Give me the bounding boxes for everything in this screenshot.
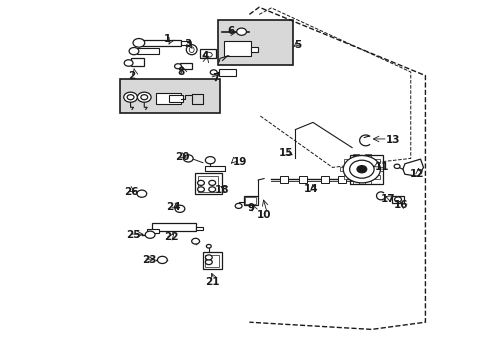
Bar [352, 154, 358, 158]
Bar [343, 175, 349, 179]
Bar [130, 58, 144, 66]
Circle shape [175, 205, 184, 212]
Circle shape [349, 160, 373, 178]
Circle shape [129, 48, 139, 55]
Text: 26: 26 [123, 186, 138, 197]
Bar [156, 93, 181, 104]
Circle shape [183, 155, 193, 162]
Text: 16: 16 [393, 200, 407, 210]
Bar [151, 223, 195, 231]
Text: 14: 14 [303, 184, 318, 194]
Bar [250, 47, 258, 52]
Circle shape [236, 28, 246, 35]
Text: 1: 1 [163, 34, 170, 44]
Text: 12: 12 [408, 169, 423, 179]
Bar [377, 167, 383, 171]
Bar [195, 227, 203, 230]
Circle shape [133, 39, 144, 47]
Bar [142, 40, 181, 46]
Circle shape [197, 180, 204, 185]
Text: 11: 11 [374, 162, 388, 172]
Circle shape [205, 255, 212, 260]
Circle shape [127, 95, 134, 100]
Text: 2: 2 [128, 71, 135, 81]
Bar [373, 159, 379, 163]
Bar [205, 166, 224, 171]
Text: 10: 10 [257, 210, 271, 220]
Bar [224, 41, 250, 56]
Text: 8: 8 [178, 67, 184, 77]
Circle shape [174, 64, 181, 69]
Text: 24: 24 [166, 202, 181, 212]
Circle shape [205, 260, 212, 265]
Circle shape [205, 157, 215, 164]
Circle shape [137, 92, 151, 102]
Text: 5: 5 [294, 40, 301, 50]
Text: 13: 13 [385, 135, 400, 145]
Circle shape [124, 60, 133, 66]
Bar [137, 48, 159, 54]
Bar [181, 41, 189, 45]
Circle shape [141, 95, 147, 100]
Polygon shape [402, 159, 423, 176]
Circle shape [394, 197, 401, 202]
Circle shape [208, 187, 215, 192]
Text: 18: 18 [215, 185, 229, 195]
Bar [343, 159, 349, 163]
Bar [194, 173, 221, 194]
Bar [364, 154, 370, 158]
Circle shape [235, 203, 242, 208]
Bar [299, 176, 306, 183]
Circle shape [123, 92, 137, 102]
Circle shape [157, 256, 167, 264]
Text: 25: 25 [126, 230, 141, 240]
Bar [245, 197, 256, 204]
Bar [200, 49, 216, 58]
Bar [198, 176, 217, 192]
Bar [243, 196, 258, 205]
Ellipse shape [204, 52, 212, 57]
Text: 3: 3 [184, 39, 191, 49]
Text: 19: 19 [233, 157, 247, 167]
Circle shape [206, 244, 211, 248]
Circle shape [191, 238, 199, 244]
Text: 15: 15 [278, 148, 292, 158]
Bar [321, 176, 328, 183]
Text: 9: 9 [247, 203, 254, 213]
Bar [349, 155, 382, 184]
Bar [219, 69, 236, 76]
Circle shape [145, 231, 155, 238]
Text: 20: 20 [174, 152, 189, 162]
Text: 23: 23 [142, 255, 156, 265]
Bar [217, 20, 293, 65]
Bar [120, 79, 220, 113]
Bar [338, 176, 346, 183]
Bar [168, 95, 183, 102]
Bar [203, 252, 221, 269]
Circle shape [356, 166, 366, 173]
Bar [205, 255, 219, 267]
Ellipse shape [186, 45, 197, 55]
Text: 17: 17 [380, 194, 394, 204]
Bar [364, 180, 370, 184]
Circle shape [343, 156, 380, 183]
Bar [352, 180, 358, 184]
Circle shape [210, 70, 217, 75]
Circle shape [208, 180, 215, 185]
Bar [391, 196, 404, 203]
Text: 22: 22 [163, 232, 178, 242]
Circle shape [197, 187, 204, 192]
Bar [373, 175, 379, 179]
Circle shape [393, 164, 399, 168]
Bar [180, 63, 192, 69]
Bar [340, 167, 346, 171]
Text: 21: 21 [205, 276, 220, 287]
Text: 7: 7 [212, 73, 220, 83]
Bar [279, 176, 287, 183]
Circle shape [137, 190, 146, 197]
Text: 6: 6 [227, 26, 234, 36]
Text: 4: 4 [201, 51, 209, 61]
Bar [146, 229, 159, 233]
Ellipse shape [189, 47, 194, 53]
